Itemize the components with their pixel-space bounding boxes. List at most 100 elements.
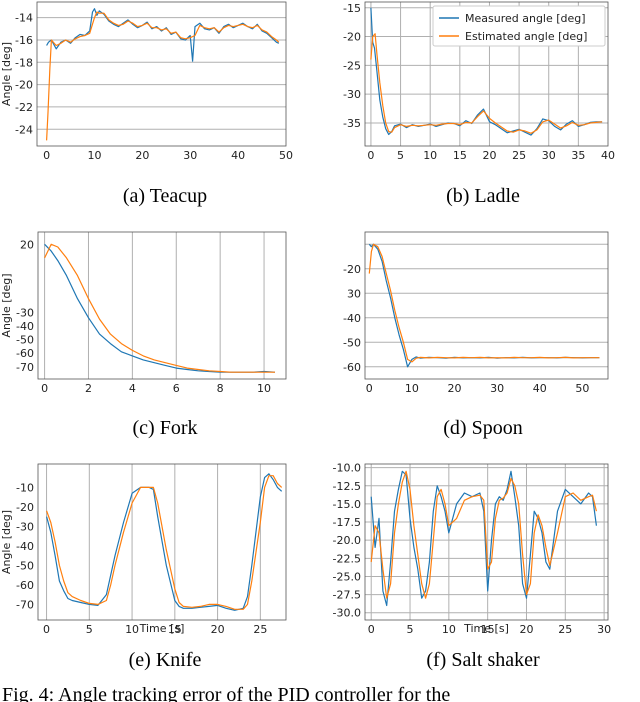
panel-4-xtick-label: 20 (448, 382, 462, 395)
panel-3-frame (37, 231, 287, 380)
panel-2-xtick-label: 30 (542, 149, 556, 162)
panel-6-series-measured-line (370, 470, 597, 607)
panel-3-xtick-label: 2 (85, 382, 92, 395)
panel-2-ytick-label: -35 (343, 117, 361, 130)
panel-1-frame (36, 1, 287, 147)
panel-5-ytick-label: -60 (16, 579, 34, 592)
panel-2-xtick-label: 25 (512, 149, 526, 162)
panel-1-xtick-label: 50 (279, 149, 293, 162)
panel-1-ytick-label: -24 (15, 123, 33, 136)
panel-6-xtick-label: 20 (519, 623, 533, 636)
panel-3-ylabel: Angle [deg] (0, 273, 13, 337)
panel-4-xtick-label: 40 (533, 382, 547, 395)
panel-3-xtick-label: 8 (217, 382, 224, 395)
panel-6-ytick-label: -27.5 (333, 589, 361, 602)
panel-1-ytick-label: -18 (15, 56, 33, 69)
panel-3-ytick-label: 20 (20, 238, 34, 251)
panel-6-ytick-label: -12.5 (333, 480, 361, 493)
panel-6-xtick-label: 15 (481, 623, 495, 636)
panel-4-xtick-label: 50 (575, 382, 589, 395)
panel-1-series-measured-line (46, 8, 280, 62)
panel-4-xtick-label: 30 (490, 382, 504, 395)
panel-2-xtick-label: 15 (453, 149, 467, 162)
panel-1-caption: (a) Teacup (123, 185, 207, 207)
figure-caption-partial: Fig. 4: Angle tracking error of the PID … (2, 684, 450, 702)
panel-5-xtick-label: 10 (125, 623, 139, 636)
panel-6-xlabel: Time [s] (463, 622, 509, 635)
legend-box (432, 5, 606, 47)
panel-3-xtick-label: 0 (41, 382, 48, 395)
panel-3-ytick-label: -70 (16, 361, 34, 374)
panel-5-xtick-label: 0 (43, 623, 50, 636)
panel-6-xtick-label: 25 (558, 623, 572, 636)
panel-6-ytick-label: -22.5 (333, 552, 361, 565)
panel-2-ytick-label: -15 (343, 2, 361, 15)
panel-6-xtick-label: 10 (442, 623, 456, 636)
panel-3-series-measured-line (44, 243, 276, 373)
panel-5-ytick-label: -50 (16, 559, 34, 572)
panel-5-frame (37, 463, 287, 621)
panel-3-xtick-label: 6 (173, 382, 180, 395)
panel-1-ylabel: Angle [deg] (0, 42, 13, 106)
panel-2-ytick-label: -30 (343, 88, 361, 101)
panel-5-ytick-label: -20 (16, 501, 34, 514)
panel-1-ytick-label: -22 (15, 101, 33, 114)
panel-6-caption: (f) Salt shaker (426, 649, 540, 671)
panel-2-series-estimated-line (370, 33, 603, 134)
panel-1-ytick-label: -16 (15, 34, 33, 47)
panel-4-ytick-label: -60 (343, 361, 361, 374)
panel-5-xtick-label: 20 (211, 623, 225, 636)
panel-5-ytick-label: -10 (16, 481, 34, 494)
panel-6-xtick-label: 30 (597, 623, 611, 636)
panel-5-xtick-label: 15 (168, 623, 182, 636)
panel-3-xtick-label: 10 (257, 382, 271, 395)
panel-1-xtick-label: 40 (231, 149, 245, 162)
panel-4-series-estimated-line (368, 243, 600, 363)
panel-4-ytick-label: 30 (347, 287, 361, 300)
panel-1-ytick-label: -20 (15, 79, 33, 92)
panel-3-ytick-label: -30 (16, 306, 34, 319)
panel-3-caption: (c) Fork (133, 417, 198, 439)
panel-4-frame (364, 231, 609, 380)
panel-2-xtick-label: 5 (397, 149, 404, 162)
panel-5-series-measured-line (46, 473, 283, 611)
panel-4-ytick-label: -50 (343, 336, 361, 349)
panel-6-ytick-label: -25.0 (333, 570, 361, 583)
panel-2-xtick-label: 40 (601, 149, 615, 162)
panel-4-ytick-label: -20 (343, 263, 361, 276)
panel-4-xtick-label: 0 (366, 382, 373, 395)
panel-1-series-estimated-line (46, 11, 280, 141)
panel-2-ytick-label: -20 (343, 31, 361, 44)
panel-3-ytick-label: -50 (16, 334, 34, 347)
panel-5-ytick-label: -70 (16, 598, 34, 611)
panel-2-xtick-label: 35 (571, 149, 585, 162)
panel-3-ytick-label: -60 (16, 347, 34, 360)
panel-5-xtick-label: 5 (86, 623, 93, 636)
panel-6-ytick-label: -17.5 (333, 516, 361, 529)
panel-5-series-estimated-line (46, 475, 283, 610)
panel-2-xtick-label: 20 (482, 149, 496, 162)
panel-1-ytick-label: -14 (15, 12, 33, 25)
panel-6-series-estimated-line (370, 470, 597, 599)
panel-2-caption: (b) Ladle (446, 185, 520, 207)
panel-3-xtick-label: 4 (129, 382, 136, 395)
panel-4-ytick-label: -40 (343, 312, 361, 325)
panel-5-xlabel: Time [s] (139, 622, 185, 635)
panel-4-xtick-label: 10 (405, 382, 419, 395)
panel-4-caption: (d) Spoon (443, 417, 522, 439)
panel-2-frame (364, 1, 609, 147)
panel-5-ytick-label: -40 (16, 540, 34, 553)
panel-6-xtick-label: 5 (407, 623, 414, 636)
panel-3-ytick-label: -40 (16, 320, 34, 333)
panel-5-xtick-label: 25 (253, 623, 267, 636)
panel-6-ytick-label: -30.0 (333, 607, 361, 620)
panel-6-ytick-label: -15.0 (333, 498, 361, 511)
panel-5-ytick-label: -30 (16, 520, 34, 533)
panel-1-xtick-label: 0 (43, 149, 50, 162)
panel-6-ytick-label: -10.0 (333, 462, 361, 475)
panel-3-series-estimated-line (44, 243, 275, 373)
panel-5-caption: (e) Knife (129, 649, 202, 671)
panel-2-ytick-label: -25 (343, 59, 361, 72)
panel-1-xtick-label: 30 (183, 149, 197, 162)
